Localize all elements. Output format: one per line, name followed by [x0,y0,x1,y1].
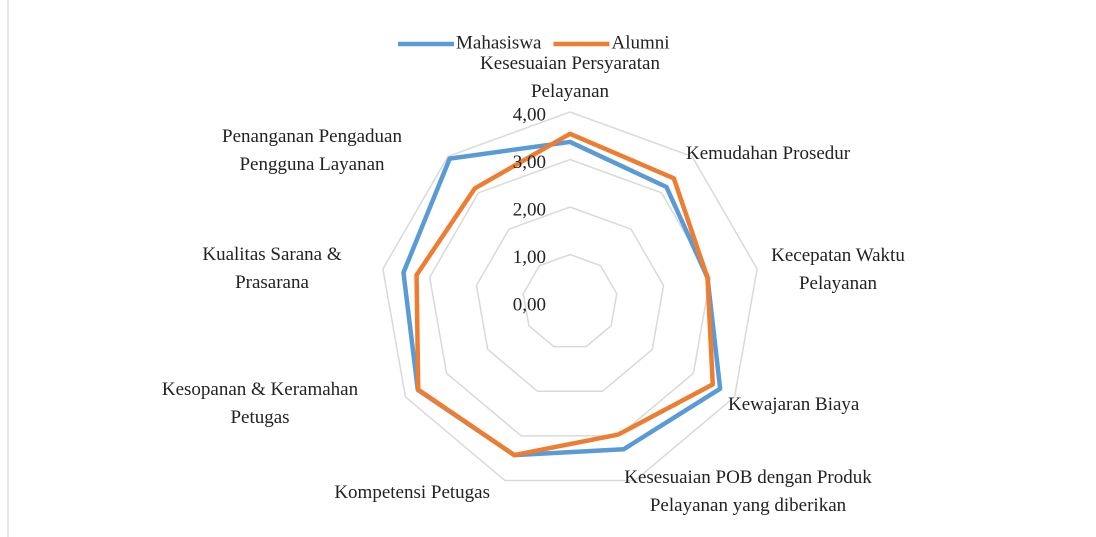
category-label: Kesesuaian POB dengan Produk Pelayanan y… [624,467,872,516]
r-tick-label: 2,00 [513,199,546,220]
legend-label: Alumni [611,32,669,53]
category-label: Penanganan Pengaduan Pengguna Layanan [222,126,402,175]
category-label: Kualitas Sarana & Prasarana [202,244,342,293]
series-line [414,131,715,458]
grid-ring [382,111,758,482]
grid-ring [475,206,665,393]
r-tick-label: 4,00 [513,104,546,125]
category-label: Kemudahan Prosedur [686,143,851,164]
category-label: Kesesuaian Persyaratan Pelayanan [480,53,660,102]
series-line [401,139,723,458]
category-label: Kewajaran Biaya [728,394,860,415]
r-tick-label: 0,00 [513,294,546,315]
category-label: Kecepatan Waktu Pelayanan [771,245,905,294]
legend-label: Mahasiswa [456,32,542,53]
r-tick-label: 1,00 [513,247,546,268]
category-label: Kesopanan & Keramahan Petugas [161,379,359,428]
category-label: Kompetensi Petugas [334,482,490,503]
r-tick-label: 3,00 [513,152,546,173]
grid-ring [522,253,618,348]
grid-ring [428,158,712,437]
